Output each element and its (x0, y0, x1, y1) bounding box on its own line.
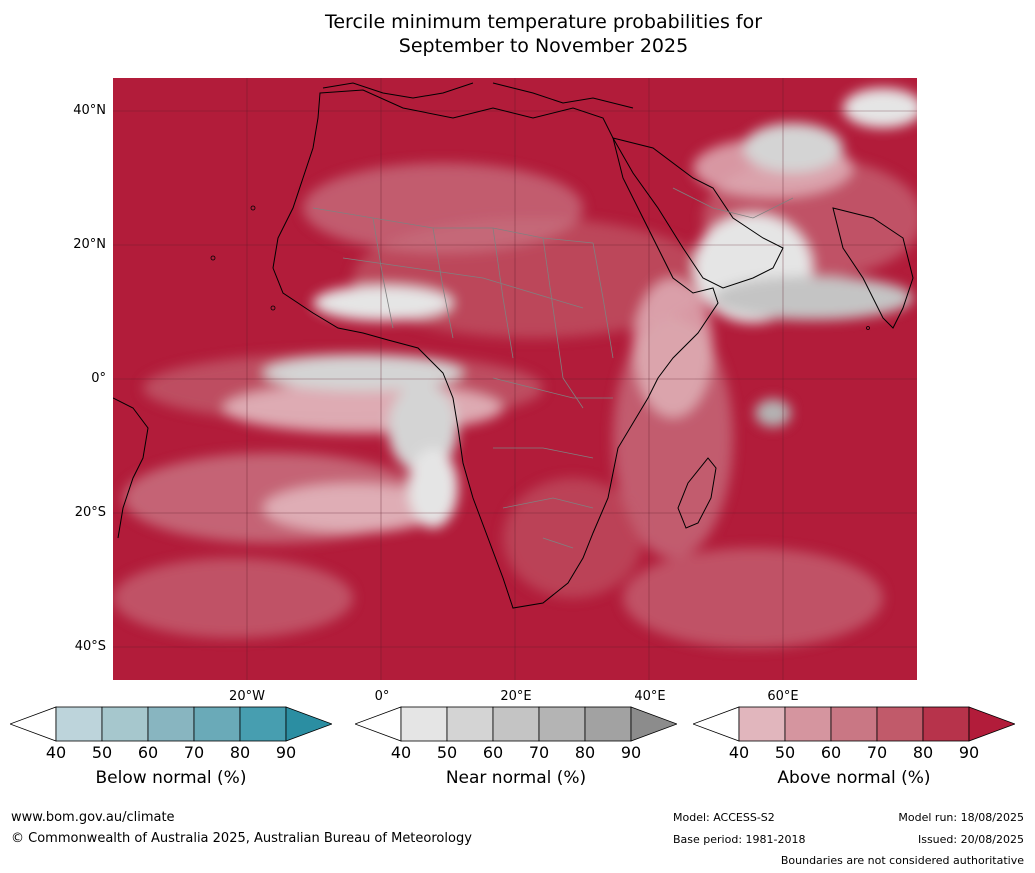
footer-url[interactable]: www.bom.gov.au/climate (11, 810, 175, 825)
islands (210, 205, 870, 330)
colorbar-below-lower-extend (10, 706, 57, 742)
colorbar-near-upper-extend (630, 706, 677, 742)
title-line-1: Tercile minimum temperature probabilitie… (324, 11, 763, 33)
footer-copyright: © Commonwealth of Australia 2025, Austra… (11, 831, 472, 846)
colorbar-below-upper-extend (285, 706, 332, 742)
title-line-2: September to November 2025 (398, 35, 689, 57)
country-borders (312, 187, 794, 549)
colorbar-below-tick: 40 (45, 743, 67, 762)
colorbar-above-tick: 40 (728, 743, 750, 762)
colorbar-near (355, 706, 677, 742)
colorbar-above-label: Above normal (%) (777, 768, 931, 788)
colorbar-above-tick: 70 (866, 743, 888, 762)
probability-map[interactable] (113, 78, 917, 680)
graticule (113, 78, 917, 680)
colorbar-near-tick: 80 (574, 743, 596, 762)
colorbar-near-lower-extend (355, 706, 402, 742)
lat-label-40s: 40°S (74, 639, 106, 654)
colorbar-above-swatch (922, 706, 970, 742)
chart-title: Tercile minimum temperature probabilitie… (0, 10, 1035, 58)
footer-disclaimer: Boundaries are not considered authoritat… (780, 854, 1024, 867)
colorbar-near-tick: 70 (528, 743, 550, 762)
lat-label-20s: 20°S (74, 505, 106, 520)
coastlines (113, 82, 914, 609)
colorbar-near-tick: 60 (482, 743, 504, 762)
colorbar-above-tick: 80 (912, 743, 934, 762)
colorbar-near-swatch (584, 706, 632, 742)
colorbar-above-tick: 90 (958, 743, 980, 762)
colorbar-below-swatch (55, 706, 103, 742)
colorbar-above (693, 706, 1015, 742)
lon-label-0: 0° (374, 689, 390, 704)
lat-label-20n: 20°N (73, 237, 106, 252)
colorbar-below (10, 706, 332, 742)
colorbar-below-swatch (101, 706, 149, 742)
colorbar-near-tick: 90 (620, 743, 642, 762)
colorbar-below-swatch (147, 706, 195, 742)
colorbar-below-tick: 70 (183, 743, 205, 762)
lat-label-40n: 40°N (73, 103, 106, 118)
colorbar-above-tick: 60 (820, 743, 842, 762)
footer-base-period: Base period: 1981-2018 (673, 833, 806, 846)
colorbar-below-label: Below normal (%) (95, 768, 247, 788)
colorbar-above-swatch (876, 706, 924, 742)
colorbar-above-swatch (738, 706, 786, 742)
colorbar-near-swatch (538, 706, 586, 742)
colorbar-below-swatches (10, 706, 332, 742)
colorbar-near-tick: 40 (390, 743, 412, 762)
probability-shading (113, 88, 917, 648)
footer-issued: Issued: 20/08/2025 (917, 833, 1024, 846)
colorbar-above-swatch (830, 706, 878, 742)
lon-label-20w: 20°W (229, 689, 265, 704)
colorbar-above-upper-extend (968, 706, 1015, 742)
colorbar-below-tick: 60 (137, 743, 159, 762)
colorbar-near-swatches (355, 706, 677, 742)
colorbar-near-swatch (492, 706, 540, 742)
colorbar-near-label: Near normal (%) (445, 768, 587, 788)
lon-label-40e: 40°E (634, 689, 666, 704)
colorbar-above-swatches (693, 706, 1015, 742)
footer-model: Model: ACCESS-S2 (673, 811, 775, 824)
colorbar-below-tick: 80 (229, 743, 251, 762)
colorbar-near-swatch (446, 706, 494, 742)
colorbar-above-lower-extend (693, 706, 740, 742)
colorbar-above-swatch (784, 706, 832, 742)
lat-label-equator: 0° (91, 371, 106, 386)
footer-model-run: Model run: 18/08/2025 (898, 811, 1024, 824)
colorbar-below-tick: 50 (91, 743, 113, 762)
colorbar-above-tick: 50 (774, 743, 796, 762)
colorbar-below-swatch (239, 706, 287, 742)
colorbar-below-swatch (193, 706, 241, 742)
map-canvas (113, 78, 917, 680)
colorbar-near-tick: 50 (436, 743, 458, 762)
colorbar-near-swatch (400, 706, 448, 742)
colorbar-below-tick: 90 (275, 743, 297, 762)
lon-label-60e: 60°E (767, 689, 799, 704)
lon-label-20e: 20°E (500, 689, 532, 704)
